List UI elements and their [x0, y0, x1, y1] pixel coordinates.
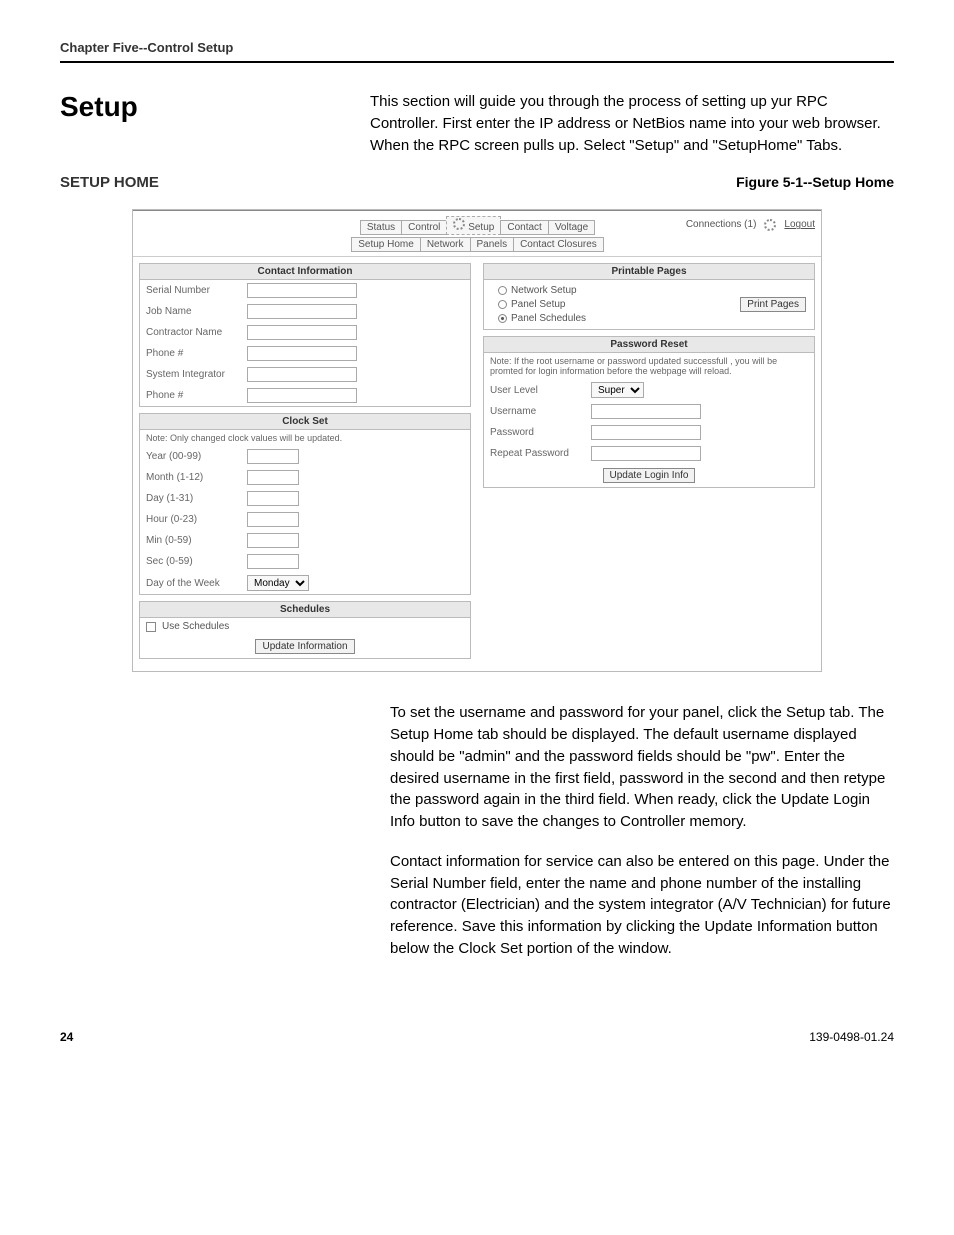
phone1-input[interactable] [247, 346, 357, 361]
sec-label: Sec (0-59) [146, 556, 241, 567]
password-input[interactable] [591, 425, 701, 440]
setup-title: Setup [60, 91, 310, 123]
password-reset-panel: Password Reset Note: If the root usernam… [483, 336, 815, 488]
sec-input[interactable] [247, 554, 299, 569]
serial-number-input[interactable] [247, 283, 357, 298]
year-input[interactable] [247, 449, 299, 464]
setup-home-heading: SETUP HOME [60, 174, 159, 191]
printable-pages-header: Printable Pages [484, 264, 814, 280]
clock-note: Note: Only changed clock values will be … [140, 430, 470, 446]
logout-link[interactable]: Logout [784, 219, 815, 230]
password-label: Password [490, 427, 585, 438]
setup-home-screenshot: Status Control Setup Contact Voltage Con… [132, 209, 822, 672]
repeat-password-label: Repeat Password [490, 448, 585, 459]
system-integrator-input[interactable] [247, 367, 357, 382]
tab-control[interactable]: Control [401, 220, 447, 235]
chapter-rule [60, 61, 894, 63]
subtab-panels[interactable]: Panels [470, 237, 515, 252]
radio-panel-schedules[interactable] [498, 314, 507, 323]
tab-voltage[interactable]: Voltage [548, 220, 595, 235]
phone1-label: Phone # [146, 348, 241, 359]
connections-icon [764, 219, 776, 231]
contractor-name-label: Contractor Name [146, 327, 241, 338]
clock-set-header: Clock Set [140, 414, 470, 430]
subtab-contact-closures[interactable]: Contact Closures [513, 237, 604, 252]
schedules-panel: Schedules Use Schedules Update Informati… [139, 601, 471, 659]
body-paragraph-1: To set the username and password for you… [390, 702, 894, 833]
subtab-setup-home[interactable]: Setup Home [351, 237, 421, 252]
user-level-label: User Level [490, 385, 585, 396]
use-schedules-label: Use Schedules [162, 621, 229, 632]
min-input[interactable] [247, 533, 299, 548]
contact-info-header: Contact Information [140, 264, 470, 280]
username-label: Username [490, 406, 585, 417]
page-footer: 24 139-0498-01.24 [60, 1030, 894, 1044]
right-column: Printable Pages Network Setup Panel Setu… [483, 263, 815, 665]
system-integrator-label: System Integrator [146, 369, 241, 380]
doc-number: 139-0498-01.24 [809, 1030, 894, 1044]
radio-network-setup[interactable] [498, 286, 507, 295]
radio-panel-setup[interactable] [498, 300, 507, 309]
page-number: 24 [60, 1030, 73, 1044]
tab-setup-label: Setup [468, 222, 494, 233]
figure-caption: Figure 5-1--Setup Home [736, 174, 894, 190]
user-level-select[interactable]: Super [591, 382, 644, 398]
subtab-network[interactable]: Network [420, 237, 471, 252]
year-label: Year (00-99) [146, 451, 241, 462]
dow-label: Day of the Week [146, 578, 241, 589]
password-reset-header: Password Reset [484, 337, 814, 353]
opt-panel-schedules: Panel Schedules [511, 313, 586, 324]
tab-setup[interactable]: Setup [446, 216, 501, 235]
password-note: Note: If the root username or password u… [484, 353, 814, 379]
update-login-info-button[interactable]: Update Login Info [603, 468, 696, 483]
connections-label: Connections (1) [686, 219, 757, 230]
min-label: Min (0-59) [146, 535, 241, 546]
serial-number-label: Serial Number [146, 285, 241, 296]
contact-info-panel: Contact Information Serial Number Job Na… [139, 263, 471, 407]
phone2-input[interactable] [247, 388, 357, 403]
loading-icon [453, 218, 465, 230]
chapter-header: Chapter Five--Control Setup [60, 40, 894, 55]
month-label: Month (1-12) [146, 472, 241, 483]
hour-label: Hour (0-23) [146, 514, 241, 525]
dow-select[interactable]: Monday [247, 575, 309, 591]
month-input[interactable] [247, 470, 299, 485]
hour-input[interactable] [247, 512, 299, 527]
print-pages-button[interactable]: Print Pages [740, 297, 806, 312]
printable-pages-panel: Printable Pages Network Setup Panel Setu… [483, 263, 815, 330]
phone2-label: Phone # [146, 390, 241, 401]
day-label: Day (1-31) [146, 493, 241, 504]
use-schedules-checkbox[interactable] [146, 622, 156, 632]
left-column: Contact Information Serial Number Job Na… [139, 263, 471, 665]
job-name-label: Job Name [146, 306, 241, 317]
clock-set-panel: Clock Set Note: Only changed clock value… [139, 413, 471, 595]
tab-status[interactable]: Status [360, 220, 402, 235]
secondary-tabs: Setup Home Network Panels Contact Closur… [133, 235, 821, 257]
update-information-button[interactable]: Update Information [255, 639, 354, 654]
opt-panel-setup: Panel Setup [511, 299, 566, 310]
primary-tabs: Status Control Setup Contact Voltage [360, 214, 594, 235]
day-input[interactable] [247, 491, 299, 506]
username-input[interactable] [591, 404, 701, 419]
contractor-name-input[interactable] [247, 325, 357, 340]
setup-intro: This section will guide you through the … [370, 91, 894, 156]
schedules-header: Schedules [140, 602, 470, 618]
tab-contact[interactable]: Contact [500, 220, 548, 235]
opt-network-setup: Network Setup [511, 285, 577, 296]
job-name-input[interactable] [247, 304, 357, 319]
repeat-password-input[interactable] [591, 446, 701, 461]
body-paragraph-2: Contact information for service can also… [390, 851, 894, 960]
